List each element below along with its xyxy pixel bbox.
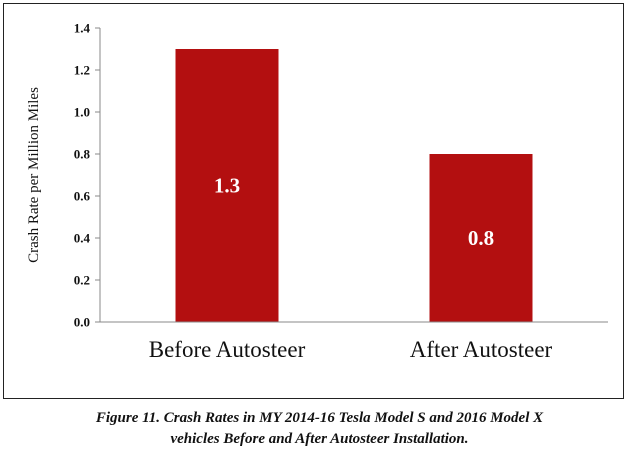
y-tick-label: 0.2	[74, 273, 90, 288]
bars: 1.3 0.8	[175, 49, 533, 322]
caption-line-1: Figure 11. Crash Rates in MY 2014-16 Tes…	[95, 410, 544, 426]
y-axis-ticks: 0.0 0.2 0.4 0.6 0.8 1.0 1.2 1.4	[74, 21, 100, 330]
y-tick-label: 0.0	[74, 315, 90, 330]
y-tick-label: 0.8	[74, 147, 91, 162]
chart-frame	[3, 3, 624, 399]
y-tick-label: 1.4	[74, 21, 91, 36]
bar-2	[429, 154, 533, 322]
bar-1	[175, 49, 279, 322]
figure-caption: Figure 11. Crash Rates in MY 2014-16 Tes…	[0, 408, 639, 450]
caption-line-2: vehicles Before and After Autosteer Inst…	[170, 431, 469, 447]
bar-value-label: 1.3	[214, 174, 240, 198]
bar-value-label: 0.8	[468, 226, 494, 250]
y-tick-label: 0.6	[74, 189, 91, 204]
y-tick-label: 0.4	[74, 231, 91, 246]
y-tick-label: 1.2	[74, 63, 90, 78]
category-label: After Autosteer	[410, 337, 553, 362]
x-axis-labels: Before Autosteer After Autosteer	[149, 337, 553, 362]
y-tick-label: 1.0	[74, 105, 90, 120]
category-label: Before Autosteer	[149, 337, 306, 362]
bar-chart: Crash Rate per Million Miles 0.00.20.40.…	[26, 21, 608, 362]
y-axis-title: Crash Rate per Million Miles	[26, 87, 42, 263]
